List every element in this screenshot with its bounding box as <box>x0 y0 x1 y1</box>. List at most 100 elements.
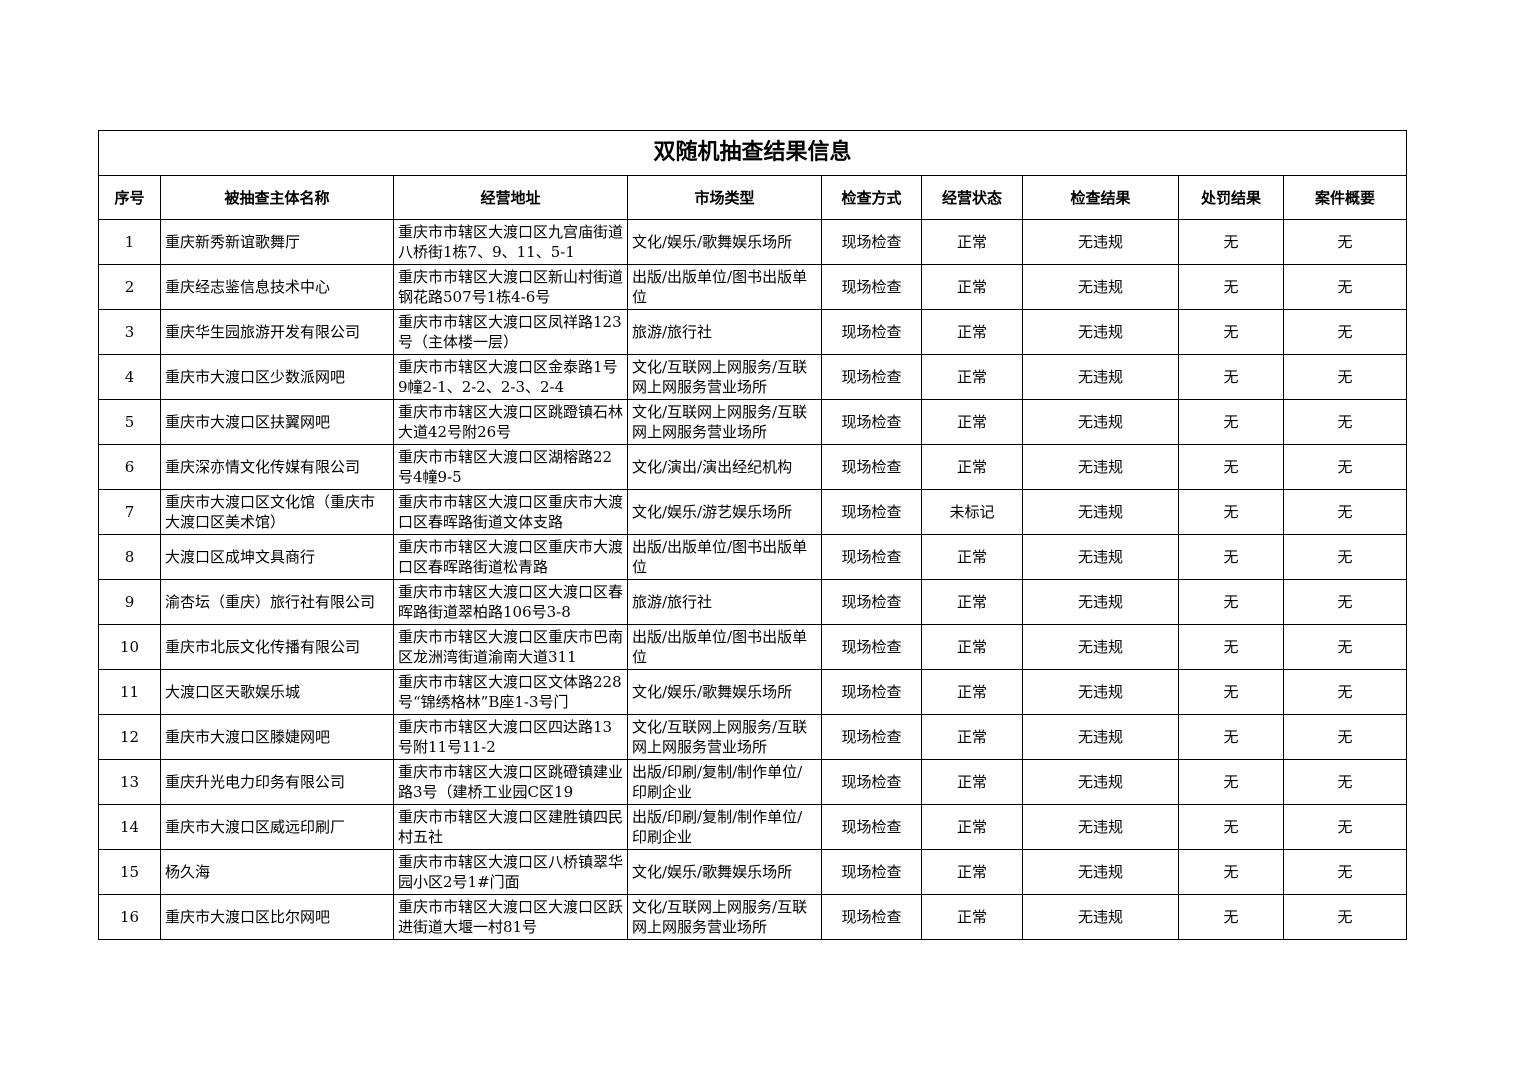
cell-entity-name: 重庆市大渡口区文化馆（重庆市大渡口区美术馆） <box>160 489 394 535</box>
table-row: 1 重庆新秀新谊歌舞厅 重庆市市辖区大渡口区九宫庙街道八桥街1栋7、9、11、5-1… <box>98 219 1408 265</box>
cell-penalty-result: 无 <box>1178 219 1284 265</box>
cell-penalty-result: 无 <box>1178 399 1284 445</box>
cell-index: 5 <box>98 399 161 445</box>
cell-text: 无 <box>1223 908 1239 926</box>
cell-business-status: 正常 <box>921 624 1023 670</box>
cell-text: 正常 <box>956 278 987 296</box>
cell-market-type: 文化/互联网上网服务/互联网上网服务营业场所 <box>627 894 822 940</box>
cell-market-type: 出版/印刷/复制/制作单位/印刷企业 <box>627 804 822 850</box>
cell-text: 大渡口区成坤文具商行 <box>165 548 316 566</box>
table-row: 7 重庆市大渡口区文化馆（重庆市大渡口区美术馆） 重庆市市辖区大渡口区重庆市大渡口区… <box>98 489 1408 535</box>
cell-market-type: 文化/演出/演出经纪机构 <box>627 444 822 490</box>
cell-index: 1 <box>98 219 161 265</box>
cell-text: 重庆市市辖区大渡口区大渡口区春晖路街道翠柏路106号3-8 <box>398 583 623 621</box>
cell-text: 重庆市大渡口区少数派网吧 <box>165 368 346 386</box>
table-row: 10 重庆市北辰文化传播有限公司 重庆市市辖区大渡口区重庆市巴南区龙洲湾街道渝南大道… <box>98 624 1408 670</box>
cell-text: 重庆市市辖区大渡口区建胜镇四民村五社 <box>398 808 623 846</box>
cell-case-summary: 无 <box>1282 534 1408 580</box>
cell-inspection-result: 无违规 <box>1022 534 1179 580</box>
table-row: 9 渝杏坛（重庆）旅行社有限公司 重庆市市辖区大渡口区大渡口区春晖路街道翠柏路106… <box>98 579 1408 625</box>
cell-text: 现场检查 <box>841 863 902 881</box>
cell-index: 8 <box>98 534 161 580</box>
cell-index: 6 <box>98 444 161 490</box>
cell-penalty-result: 无 <box>1178 264 1284 310</box>
cell-market-type: 出版/出版单位/图书出版单位 <box>627 264 822 310</box>
cell-text: 文化/互联网上网服务/互联网上网服务营业场所 <box>632 898 808 936</box>
cell-text: 无 <box>1223 458 1239 476</box>
cell-inspection-method: 现场检查 <box>821 399 922 445</box>
cell-text: 文化/娱乐/歌舞娱乐场所 <box>632 233 793 251</box>
cell-text: 无违规 <box>1077 548 1123 566</box>
cell-inspection-method: 现场检查 <box>821 534 922 580</box>
cell-text: 出版/印刷/复制/制作单位/印刷企业 <box>632 763 803 801</box>
cell-index: 15 <box>98 849 161 895</box>
cell-text: 重庆市市辖区大渡口区新山村街道钢花路507号1栋4-6号 <box>398 268 623 306</box>
cell-penalty-result: 无 <box>1178 309 1284 355</box>
cell-text: 正常 <box>956 368 987 386</box>
cell-inspection-method: 现场检查 <box>821 759 922 805</box>
cell-case-summary: 无 <box>1282 669 1408 715</box>
cell-text: 重庆市大渡口区文化馆（重庆市大渡口区美术馆） <box>165 493 376 531</box>
cell-business-status: 正常 <box>921 354 1023 400</box>
table-title: 双随机抽查结果信息 <box>97 130 1408 176</box>
cell-business-status: 正常 <box>921 714 1023 760</box>
cell-address: 重庆市市辖区大渡口区跳磴镇建业路3号（建桥工业园C区19 <box>393 759 628 805</box>
cell-entity-name: 大渡口区天歌娱乐城 <box>160 669 394 715</box>
cell-text: 现场检查 <box>841 818 902 836</box>
cell-address: 重庆市市辖区大渡口区重庆市巴南区龙洲湾街道渝南大道311 <box>393 624 628 670</box>
cell-penalty-result: 无 <box>1178 714 1284 760</box>
cell-text: 出版/出版单位/图书出版单位 <box>632 268 808 306</box>
cell-text: 出版/出版单位/图书出版单位 <box>632 628 808 666</box>
cell-penalty-result: 无 <box>1178 759 1284 805</box>
cell-penalty-result: 无 <box>1178 669 1284 715</box>
cell-text: 无 <box>1223 773 1239 791</box>
cell-text: 无违规 <box>1077 368 1123 386</box>
cell-text: 16 <box>119 908 140 926</box>
cell-text: 1 <box>124 233 135 251</box>
cell-market-type: 文化/互联网上网服务/互联网上网服务营业场所 <box>627 714 822 760</box>
cell-inspection-result: 无违规 <box>1022 759 1179 805</box>
cell-inspection-method: 现场检查 <box>821 264 922 310</box>
cell-text: 无违规 <box>1077 638 1123 656</box>
cell-text: 出版/出版单位/图书出版单位 <box>632 538 808 576</box>
cell-text: 正常 <box>956 683 987 701</box>
cell-text: 5 <box>124 413 135 431</box>
cell-market-type: 出版/出版单位/图书出版单位 <box>627 624 822 670</box>
cell-text: 正常 <box>956 548 987 566</box>
cell-text: 现场检查 <box>841 638 902 656</box>
cell-text: 重庆市市辖区大渡口区湖榕路22号4幢9-5 <box>398 448 613 486</box>
cell-index: 2 <box>98 264 161 310</box>
table-row: 3 重庆华生园旅游开发有限公司 重庆市市辖区大渡口区凤祥路123号（主体楼一层） 旅游… <box>98 309 1408 355</box>
cell-text: 文化/娱乐/游艺娱乐场所 <box>632 503 793 521</box>
cell-text: 大渡口区天歌娱乐城 <box>165 683 301 701</box>
cell-text: 无 <box>1223 683 1239 701</box>
cell-text: 6 <box>124 458 135 476</box>
cell-case-summary: 无 <box>1282 264 1408 310</box>
cell-text: 无 <box>1337 773 1353 791</box>
cell-market-type: 旅游/旅行社 <box>627 309 822 355</box>
cell-inspection-result: 无违规 <box>1022 804 1179 850</box>
cell-text: 无违规 <box>1077 593 1123 611</box>
cell-inspection-method: 现场检查 <box>821 309 922 355</box>
cell-text: 14 <box>119 818 140 836</box>
inspection-results-table: 双随机抽查结果信息 序号 被抽查主体名称 经营地址 市场类型 检查方式 经营状态 检查结果处… <box>97 130 1408 940</box>
header-case-summary: 案件概要 <box>1282 175 1408 220</box>
cell-penalty-result: 无 <box>1178 579 1284 625</box>
cell-text: 现场检查 <box>841 323 902 341</box>
cell-address: 重庆市市辖区大渡口区大渡口区跃进街道大堰一村81号 <box>393 894 628 940</box>
cell-case-summary: 无 <box>1282 714 1408 760</box>
cell-text: 正常 <box>956 638 987 656</box>
cell-text: 重庆市市辖区大渡口区凤祥路123号（主体楼一层） <box>398 313 622 351</box>
cell-text: 正常 <box>956 323 987 341</box>
cell-entity-name: 重庆市北辰文化传播有限公司 <box>160 624 394 670</box>
header-address: 经营地址 <box>393 175 628 220</box>
cell-market-type: 旅游/旅行社 <box>627 579 822 625</box>
cell-text: 现场检查 <box>841 683 902 701</box>
cell-text: 无 <box>1337 278 1353 296</box>
cell-case-summary: 无 <box>1282 354 1408 400</box>
cell-address: 重庆市市辖区大渡口区重庆市大渡口区春晖路街道文体支路 <box>393 489 628 535</box>
table-row: 4 重庆市大渡口区少数派网吧 重庆市市辖区大渡口区金泰路1号9幢2-1、2-2、2-… <box>98 354 1408 400</box>
cell-case-summary: 无 <box>1282 489 1408 535</box>
cell-entity-name: 重庆市大渡口区威远印刷厂 <box>160 804 394 850</box>
cell-inspection-result: 无违规 <box>1022 489 1179 535</box>
